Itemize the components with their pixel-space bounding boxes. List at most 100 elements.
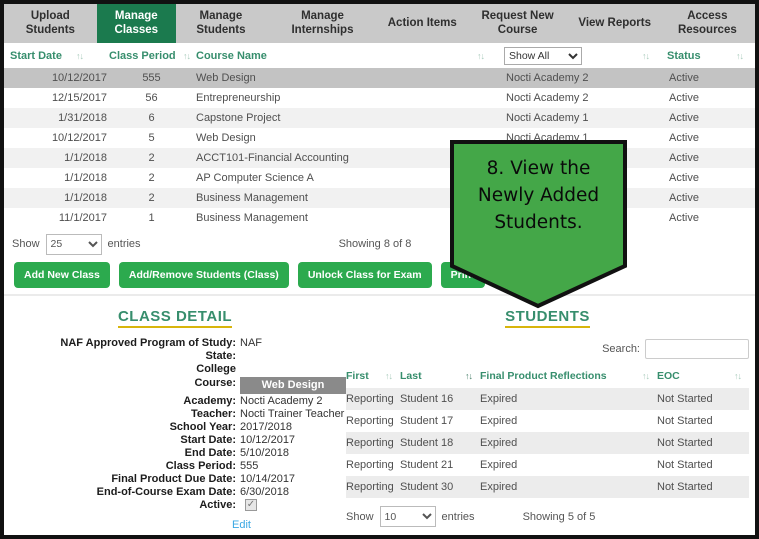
cell-reflections: Expired <box>480 393 518 405</box>
nav-tab[interactable]: Manage Classes <box>96 4 176 43</box>
class-detail-field: Start Date: 10/12/2017 ✓ <box>4 434 346 447</box>
sort-icon[interactable]: ↑↓ <box>477 50 485 61</box>
nav-tab[interactable]: Action Items <box>379 4 465 43</box>
students-entries-select[interactable]: 10 <box>379 506 436 527</box>
nav-tab-label: Upload Students <box>25 10 75 36</box>
field-value: 10/14/2017 <box>240 473 296 485</box>
cell-class-period: 5 <box>148 132 155 144</box>
students-table-header: First ↑↓ Last ↑↓ Final Product Reflectio… <box>346 364 749 388</box>
field-value: 555 <box>240 460 259 472</box>
active-checkbox-icon[interactable]: ✓ <box>245 499 257 511</box>
student-row: Reporting Student 18 Expired Not Started <box>346 432 749 454</box>
cell-status: Active <box>669 132 699 144</box>
column-header-academy-filter: Show All ↑↓ <box>494 46 659 65</box>
nav-tab[interactable]: Upload Students <box>4 4 97 43</box>
class-detail-field: Course: Web Design ✓ <box>4 377 346 394</box>
class-row[interactable]: 1/1/2018 2 ACCT101-Financial Accounting … <box>4 148 755 168</box>
column-header-status[interactable]: Status ↑↓ <box>659 50 755 62</box>
section-divider <box>4 294 755 296</box>
cell-class-period: 1 <box>148 212 155 224</box>
nav-tab-label: Access Resources <box>677 10 737 36</box>
nav-tab[interactable]: Manage Students <box>176 4 266 43</box>
class-row[interactable]: 1/1/2018 2 Business Management Active <box>4 188 755 208</box>
field-value: Nocti Academy 2 <box>240 395 323 407</box>
column-header-label: EOC <box>657 370 680 382</box>
column-header-class-period[interactable]: Class Period ↑↓ <box>109 50 194 62</box>
class-row[interactable]: 12/15/2017 56 Entrepreneurship Nocti Aca… <box>4 88 755 108</box>
search-input[interactable] <box>645 339 749 359</box>
cell-course-name: Business Management <box>196 192 308 204</box>
sort-icon[interactable]: ↑↓ <box>642 371 650 381</box>
class-detail-title-wrap: CLASS DETAIL <box>4 308 346 332</box>
action-button[interactable]: Print <box>440 262 485 288</box>
cell-start-date: 1/1/2018 <box>64 152 107 164</box>
cell-first-name: Reporting <box>346 415 394 427</box>
nav-tab-label: View Reports <box>578 16 652 29</box>
sort-icon[interactable]: ↑↓ <box>76 50 84 61</box>
cell-start-date: 10/12/2017 <box>51 132 107 144</box>
sort-icon-active[interactable]: ↑↓ <box>465 371 473 381</box>
cell-status: Active <box>669 112 699 124</box>
cell-academy: Nocti Academy 2 <box>506 92 589 104</box>
show-label: Show <box>12 238 40 250</box>
column-header-label: Final Product Reflections <box>480 370 607 382</box>
nav-tab[interactable]: Manage Internships <box>266 4 379 43</box>
cell-start-date: 11/1/2017 <box>58 212 107 224</box>
cell-last-name: Student 17 <box>400 415 454 427</box>
sort-icon[interactable]: ↑↓ <box>385 371 393 381</box>
classes-table-header: Start Date ↑↓ Class Period ↑↓ Course Nam… <box>4 43 755 68</box>
sort-icon[interactable]: ↑↓ <box>183 50 191 61</box>
cell-class-period: 2 <box>148 172 155 184</box>
sort-icon[interactable]: ↑↓ <box>734 371 742 381</box>
cell-last-name: Student 16 <box>400 393 454 405</box>
action-button[interactable]: Add/Remove Students (Class) <box>118 262 289 288</box>
sort-icon[interactable]: ↑↓ <box>736 50 744 61</box>
cell-status: Active <box>669 212 699 224</box>
cell-status: Active <box>669 72 699 84</box>
column-header-first[interactable]: First ↑↓ <box>346 370 400 382</box>
action-button[interactable]: Add New Class <box>14 262 110 288</box>
column-header-eoc[interactable]: EOC ↑↓ <box>657 370 749 382</box>
nav-tab[interactable]: Access Resources <box>660 4 755 43</box>
cell-course-name: Web Design <box>196 72 256 84</box>
cell-course-name: AP Computer Science A <box>196 172 314 184</box>
column-header-last[interactable]: Last ↑↓ <box>400 370 480 382</box>
column-header-reflections[interactable]: Final Product Reflections ↑↓ <box>480 370 657 382</box>
class-detail-fields: NAF Approved Program of Study: NAF ✓ Sta… <box>4 337 346 512</box>
cell-class-period: 56 <box>145 92 158 104</box>
column-header-course-name[interactable]: Course Name ↑↓ <box>194 50 494 62</box>
field-value <box>236 350 240 363</box>
students-section: STUDENTS Search: First ↑↓ Last ↑↓ Final … <box>346 300 755 533</box>
sort-icon[interactable]: ↑↓ <box>642 50 650 61</box>
field-value: NAF <box>240 337 262 349</box>
column-header-start-date[interactable]: Start Date ↑↓ <box>4 50 109 62</box>
cell-class-period: 2 <box>148 192 155 204</box>
nav-tab[interactable]: Request New Course <box>465 4 569 43</box>
class-row[interactable]: 10/12/2017 555 Web Design Nocti Academy … <box>4 68 755 88</box>
entries-select[interactable]: 25 <box>45 233 102 255</box>
cell-class-period: 555 <box>142 72 161 84</box>
cell-academy: Nocti Academy 1 <box>506 132 589 144</box>
student-row: Reporting Student 17 Expired Not Started <box>346 410 749 432</box>
edit-link[interactable]: Edit <box>232 519 251 531</box>
field-label: Start Date: <box>180 434 236 446</box>
cell-eoc: Not Started <box>657 481 713 493</box>
nav-tab[interactable]: View Reports <box>570 4 660 43</box>
cell-eoc: Not Started <box>657 437 713 449</box>
class-row[interactable]: 11/1/2017 1 Business Management Active <box>4 208 755 228</box>
cell-academy: Nocti Academy 2 <box>506 72 589 84</box>
cell-start-date: 12/15/2017 <box>51 92 107 104</box>
field-value: 6/30/2018 <box>240 486 289 498</box>
class-row[interactable]: 1/1/2018 2 AP Computer Science A Active <box>4 168 755 188</box>
action-button[interactable]: Unlock Class for Exam <box>297 262 432 288</box>
students-table-body: Reporting Student 16 Expired Not Started… <box>346 388 749 498</box>
cell-reflections: Expired <box>480 415 518 427</box>
class-row[interactable]: 10/12/2017 5 Web Design Nocti Academy 1 … <box>4 128 755 148</box>
classes-table-body: 10/12/2017 555 Web Design Nocti Academy … <box>4 68 755 228</box>
cell-status: Active <box>669 92 699 104</box>
field-label: School Year: <box>169 421 236 433</box>
class-row[interactable]: 1/31/2018 6 Capstone Project Nocti Acade… <box>4 108 755 128</box>
academy-filter-select[interactable]: Show All <box>504 46 582 65</box>
field-value: 2017/2018 <box>240 421 292 433</box>
field-value: Web Design <box>240 377 346 394</box>
